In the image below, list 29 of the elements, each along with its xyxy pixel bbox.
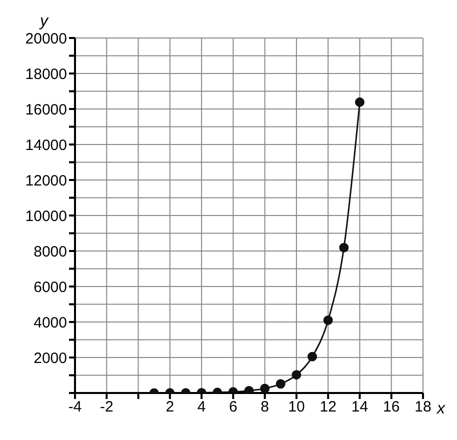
x-tick-label: -4: [68, 398, 82, 416]
point: [339, 242, 349, 252]
x-tick-label: 10: [288, 398, 305, 416]
y-tick-label: 4000: [34, 314, 67, 332]
y-tick-label: 6000: [34, 278, 67, 296]
y-tick-label: 12000: [25, 172, 67, 190]
y-tick-label: 20000: [25, 30, 67, 48]
y-tick-label: 10000: [25, 208, 67, 225]
x-tick-label: 4: [197, 398, 206, 416]
x-tick-label: 18: [414, 398, 432, 416]
x-tick-label: 12: [320, 398, 336, 416]
y-tick-label: 8000: [34, 243, 67, 260]
y-axis-title: y: [39, 13, 49, 30]
x-tick-label: -2: [100, 398, 114, 416]
point: [308, 352, 318, 362]
y-tick-label: 16000: [25, 101, 67, 118]
point: [244, 386, 254, 393]
x-tick-label: 8: [260, 398, 269, 416]
point: [354, 97, 364, 107]
x-tick-label: 6: [229, 398, 238, 416]
y-tick-label: 2000: [34, 350, 67, 367]
x-tick-label: 2: [166, 398, 174, 416]
x-tick-label: 14: [351, 398, 368, 416]
point: [323, 316, 333, 326]
point: [260, 384, 270, 393]
y-tick-label: 18000: [25, 66, 67, 83]
y-tick-label: 14000: [25, 136, 67, 154]
x-tick-label: 16: [383, 398, 400, 416]
x-axis-title: x: [436, 400, 446, 418]
